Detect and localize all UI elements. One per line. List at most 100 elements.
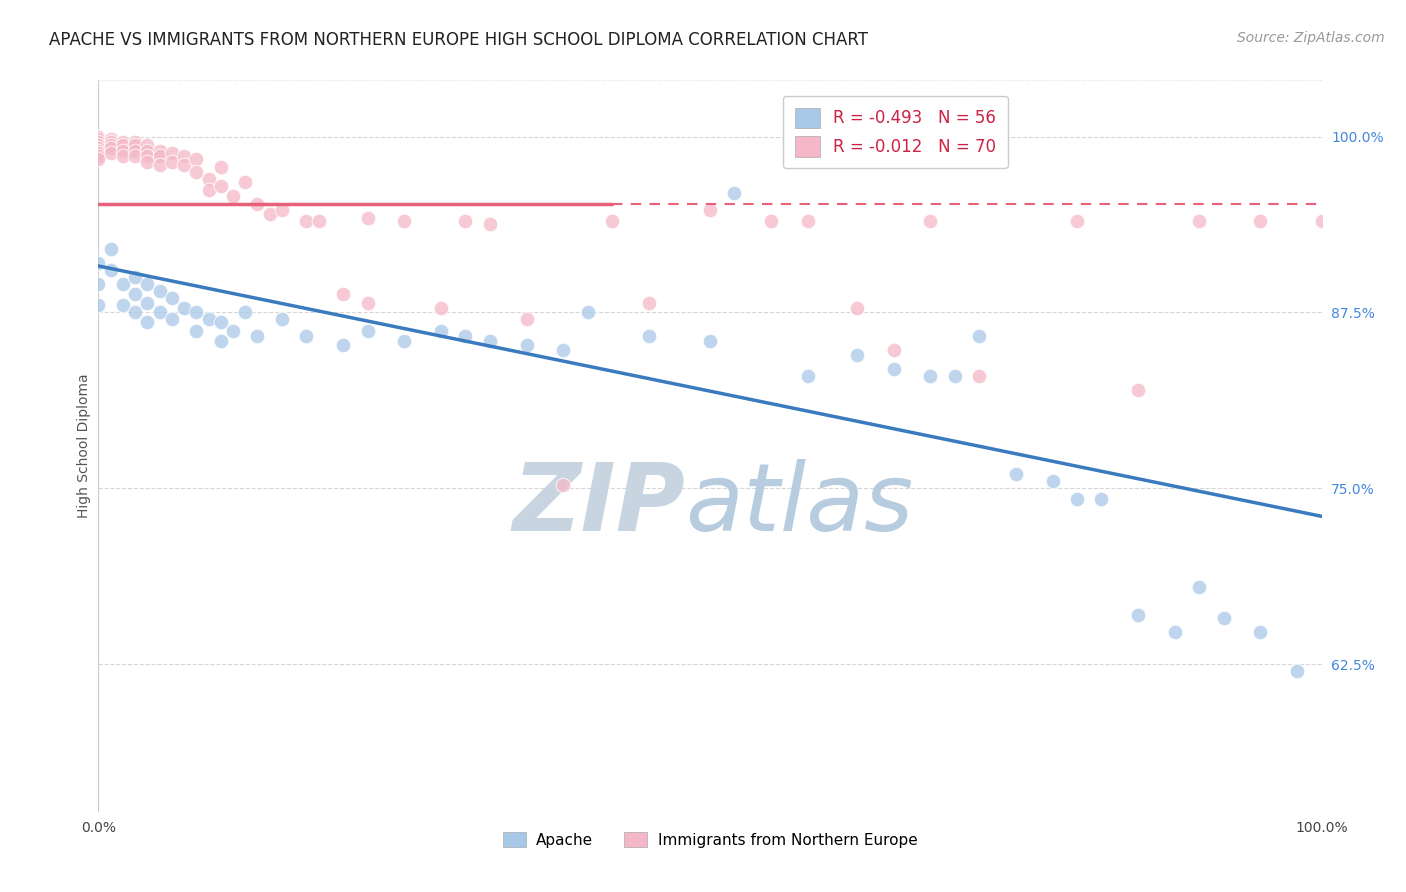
Point (1164, 624, 1187, 639)
Point (100, 146, 122, 161)
Point (1042, 474, 1064, 488)
Point (111, 135, 134, 149)
Point (845, 348, 868, 362)
Point (723, 186, 745, 200)
Point (1004, 467, 1026, 482)
Point (186, 152, 208, 166)
Point (270, 312, 294, 326)
Point (1249, 624, 1271, 639)
Point (87, 129, 110, 144)
Point (124, 135, 146, 149)
Point (100, 132, 122, 146)
Point (87, 277, 110, 292)
Legend: Apache, Immigrants from Northern Europe: Apache, Immigrants from Northern Europe (495, 824, 925, 855)
Point (1128, 383, 1150, 397)
Point (87, 144, 110, 158)
Point (295, 329, 318, 343)
Point (883, 343, 905, 358)
Point (392, 334, 416, 348)
Point (576, 305, 599, 319)
Point (136, 277, 159, 292)
Point (600, 214, 623, 228)
Point (454, 329, 477, 343)
Point (761, 214, 783, 228)
Text: ZIP: ZIP (513, 458, 686, 550)
Point (699, 202, 721, 217)
Point (259, 207, 281, 221)
Point (920, 214, 942, 228)
Point (173, 149, 195, 163)
Point (124, 144, 146, 158)
Point (308, 214, 330, 228)
Point (100, 135, 122, 149)
Point (111, 138, 134, 153)
Point (149, 285, 172, 299)
Point (222, 324, 245, 338)
Point (136, 144, 159, 158)
Point (270, 202, 294, 217)
Point (246, 197, 269, 211)
Point (392, 214, 416, 228)
Point (430, 301, 453, 315)
Point (124, 149, 146, 163)
Point (100, 141, 122, 155)
Point (124, 270, 146, 285)
Point (149, 144, 172, 158)
Point (332, 337, 354, 351)
Point (111, 144, 134, 158)
Point (1128, 607, 1150, 622)
Text: APACHE VS IMMIGRANTS FROM NORTHERN EUROPE HIGH SCHOOL DIPLOMA CORRELATION CHART: APACHE VS IMMIGRANTS FROM NORTHERN EUROP… (49, 31, 869, 49)
Point (197, 312, 219, 326)
Point (845, 301, 868, 315)
Point (515, 337, 537, 351)
Point (1090, 492, 1112, 507)
Point (87, 132, 110, 146)
Point (967, 329, 990, 343)
Point (87, 256, 110, 270)
Point (87, 149, 110, 163)
Point (186, 324, 208, 338)
Point (553, 478, 575, 492)
Point (186, 305, 208, 319)
Point (233, 175, 256, 189)
Point (173, 158, 195, 172)
Point (943, 368, 966, 383)
Point (332, 287, 354, 301)
Point (87, 129, 110, 144)
Point (553, 343, 575, 358)
Point (478, 217, 501, 231)
Point (111, 298, 134, 312)
Point (186, 165, 208, 179)
Point (883, 361, 905, 376)
Point (1310, 214, 1333, 228)
Point (100, 242, 122, 256)
Point (1212, 610, 1234, 624)
Point (160, 154, 183, 169)
Point (356, 324, 378, 338)
Point (124, 138, 146, 153)
Point (222, 188, 245, 202)
Point (160, 146, 183, 161)
Point (160, 291, 183, 305)
Point (1188, 580, 1211, 594)
Point (246, 329, 269, 343)
Point (295, 214, 318, 228)
Point (149, 305, 172, 319)
Point (149, 158, 172, 172)
Point (87, 146, 110, 161)
Point (197, 171, 219, 186)
Point (87, 298, 110, 312)
Point (637, 295, 661, 310)
Point (515, 312, 537, 326)
Point (1066, 214, 1088, 228)
Point (209, 178, 232, 193)
Text: atlas: atlas (686, 459, 914, 550)
Point (797, 214, 820, 228)
Point (454, 214, 477, 228)
Point (124, 305, 146, 319)
Point (136, 149, 159, 163)
Point (1286, 664, 1309, 678)
Point (637, 329, 661, 343)
Point (1066, 492, 1088, 507)
Point (87, 135, 110, 149)
